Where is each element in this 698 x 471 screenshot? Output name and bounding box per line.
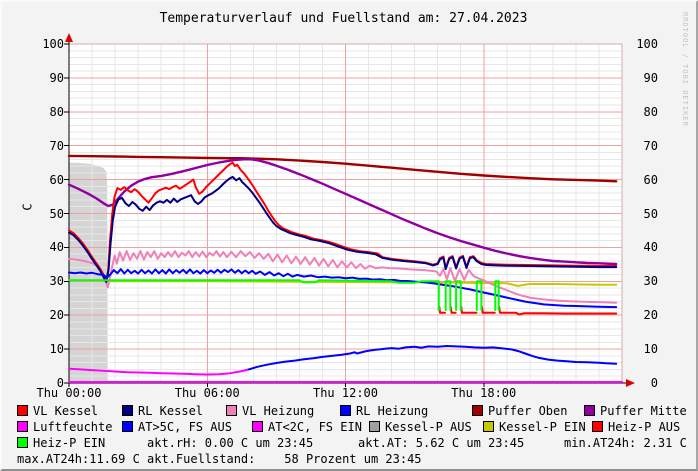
stat-text: max.AT24h:11.69 C [17,452,140,466]
legend-label: RL Kessel [138,404,204,418]
legend-item-kessel-p-ein: Kessel-P EIN [483,421,586,434]
legend-label: Luftfeuchte [33,420,113,434]
x-tick-label: Thu 18:00 [451,386,517,400]
stat-text: akt.Fuellstand: 58 Prozent um 23:45 [147,452,422,466]
series-rl-kessel [68,175,618,283]
legend-item-vl-heizung: VL Heizung [226,405,314,418]
legend-item-at-2c-fs-ein: AT<2C, FS EIN [252,421,362,434]
stat-text: min.AT24h: 2.31 C [564,436,687,450]
series-vl-heizung [68,250,618,304]
x-tick-label: Thu 06:00 [174,386,240,400]
legend-swatch [17,405,28,416]
series-kessel-p-ein [106,280,618,287]
legend-label: Puffer Oben [488,404,568,418]
legend-swatch [472,405,483,416]
legend-label: Heiz-P AUS [608,420,681,434]
y-tick-label-right: 30 [643,274,658,289]
legend-swatch [252,421,263,432]
legend-label: RL Heizung [356,404,429,418]
y-tick-label-left: 10 [49,342,64,357]
series-heiz-p-ein [68,279,500,312]
stat-text: akt.rH: 0.00 C um 23:45 [147,436,314,450]
series-at-2c-fs-ein [68,367,250,376]
legend-item-kessel-p-aus: Kessel-P AUS [369,421,472,434]
series-at-5c-fs-aus [247,345,618,371]
legend-item-luftfeuchte: Luftfeuchte [17,421,112,434]
y-tick-label-left: 20 [49,308,64,323]
legend-swatch [592,421,603,432]
legend-label: Heiz-P EIN [33,436,106,450]
y-tick-label-left: 90 [49,70,64,85]
y-tick-label-left: 50 [49,206,64,221]
series-puffer-oben [67,154,618,183]
y-tick-label-left: 80 [49,104,64,119]
legend-item-puffer-oben: Puffer Oben [472,405,567,418]
legend-label: AT<2C, FS EIN [268,420,362,434]
y-tick-label-left: 0 [56,376,64,390]
y-tick-label-left: 70 [49,138,64,153]
series-rl-heizung [68,268,618,309]
legend-item-heiz-p-aus: Heiz-P AUS [592,421,680,434]
legend-swatch [17,437,28,448]
y-tick-label-left: 100 [42,37,64,51]
y-tick-label-right: 20 [643,308,658,323]
y-tick-label-right: 60 [643,172,658,187]
y-tick-label-right: 0 [650,376,658,390]
legend-swatch [584,405,595,416]
legend-swatch [369,421,380,432]
legend-item-at-5c-fs-aus: AT>5C, FS AUS [122,421,232,434]
y-tick-label-right: 50 [643,206,658,221]
legend-label: VL Kessel [33,404,99,418]
legend-label: Puffer Mitte [600,404,687,418]
legend-swatch [340,405,351,416]
y-tick-label-right: 10 [643,342,658,357]
legend-label: Kessel-P AUS [385,420,472,434]
y-tick-label-left: 60 [49,172,64,187]
y-tick-label-right: 80 [643,104,658,119]
y-tick-label-right: 40 [643,240,658,255]
stat-text: akt.AT: 5.62 C um 23:45 [358,436,525,450]
y-tick-label-left: 40 [49,240,64,255]
y-tick-label-right: 100 [636,37,658,51]
y-tick-label-right: 70 [643,138,658,153]
legend-swatch [226,405,237,416]
y-tick-label-left: 30 [49,274,64,289]
x-tick-label: Thu 00:00 [36,386,102,400]
rrdtool-watermark: RRDTOOL / TOBI OETIKER [681,12,689,127]
legend-label: AT>5C, FS AUS [138,420,232,434]
legend-item-heiz-p-ein: Heiz-P EIN [17,437,105,450]
legend-item-rl-heizung: RL Heizung [340,405,428,418]
legend-swatch [17,421,28,432]
legend-item-vl-kessel: VL Kessel [17,405,98,418]
legend-label: Kessel-P EIN [499,420,586,434]
legend-swatch [122,421,133,432]
legend-item-puffer-mitte: Puffer Mitte [584,405,687,418]
legend-label: VL Heizung [242,404,315,418]
x-tick-label: Thu 12:00 [312,386,379,400]
chart-title: Temperaturverlauf und Fuellstand am: 27.… [159,11,528,26]
legend-swatch [122,405,133,416]
legend-swatch [483,421,494,432]
y-tick-label-right: 90 [643,70,658,85]
legend-item-rl-kessel: RL Kessel [122,405,203,418]
